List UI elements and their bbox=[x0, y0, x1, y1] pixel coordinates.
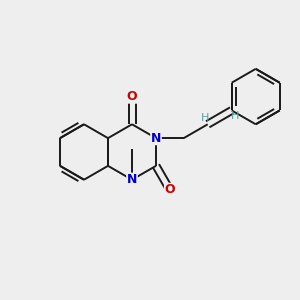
Text: O: O bbox=[127, 90, 137, 103]
Text: H: H bbox=[230, 111, 239, 122]
Text: N: N bbox=[127, 173, 137, 186]
Text: O: O bbox=[164, 183, 175, 196]
Text: H: H bbox=[200, 113, 209, 123]
Text: N: N bbox=[151, 132, 161, 145]
